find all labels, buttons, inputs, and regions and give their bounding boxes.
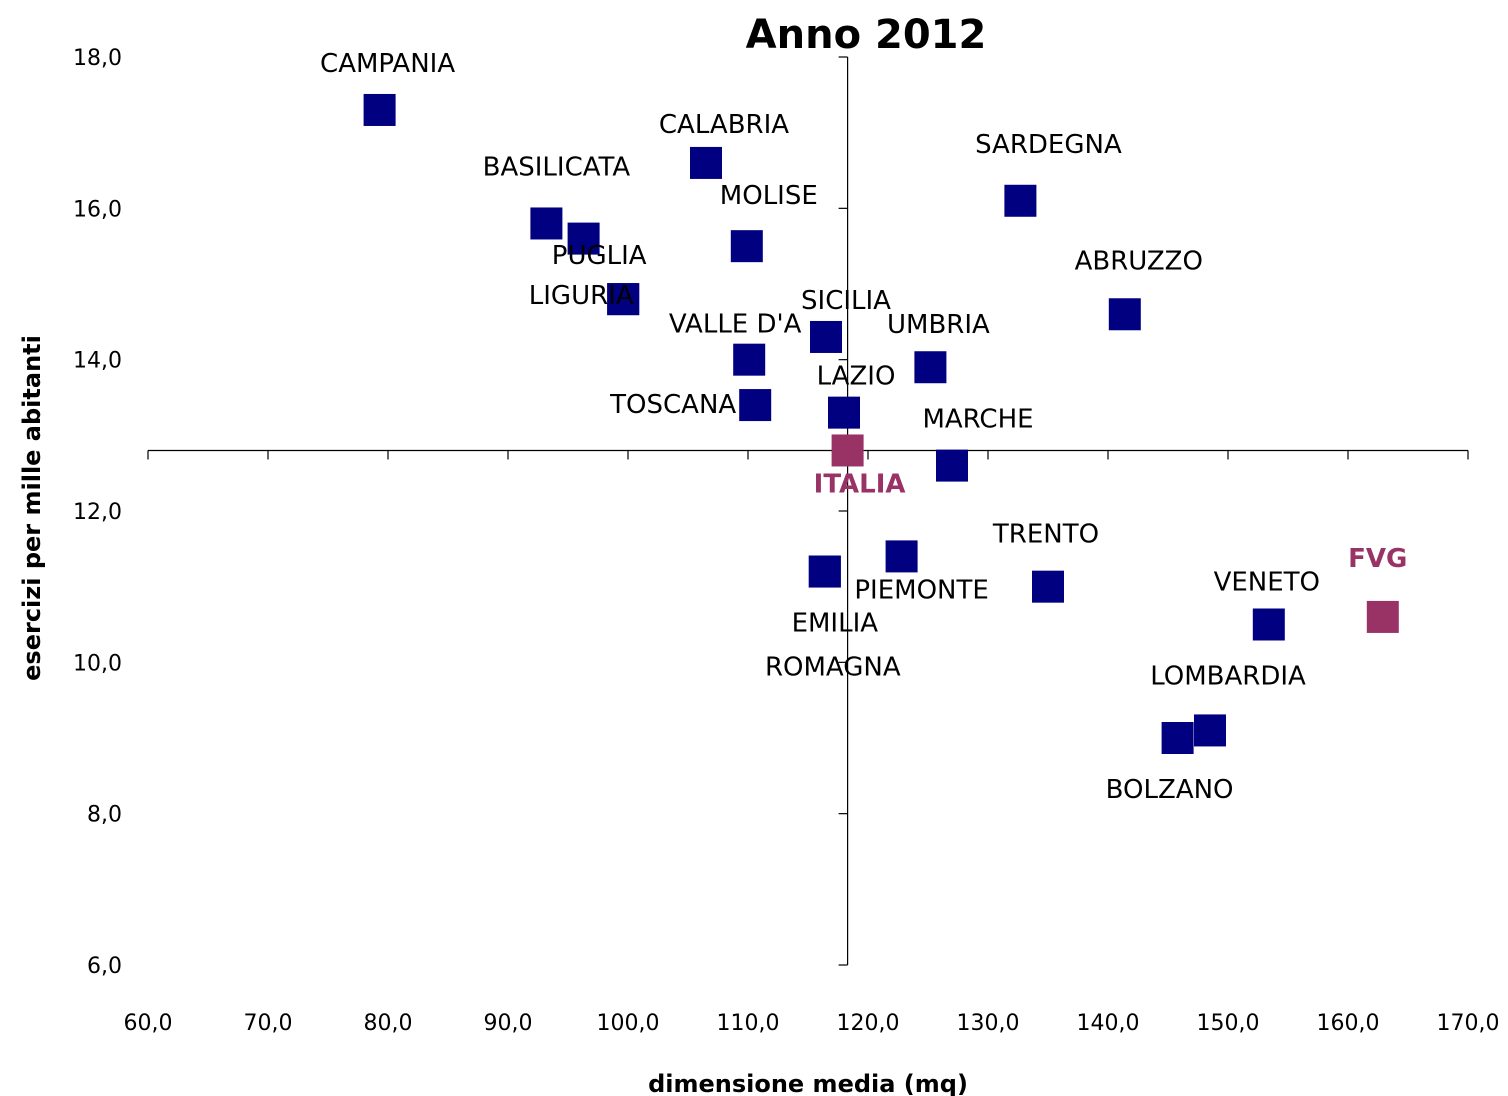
x-tick-label: 80,0 bbox=[364, 1011, 413, 1036]
axes: 60,0 70,0 80,0 90,0 100,0 110,0 120,0 130,0 140,… bbox=[73, 46, 1499, 1036]
x-tick-label: 140,0 bbox=[1077, 1011, 1140, 1036]
x-tick-label: 160,0 bbox=[1317, 1011, 1380, 1036]
x-tick-label: 60,0 bbox=[124, 1011, 173, 1036]
data-point bbox=[936, 449, 968, 482]
point-labels: CAMPANIA CALABRIA BASILICATA MOLISE PUGLIA LI… bbox=[320, 49, 1407, 805]
point-label: ROMAGNA bbox=[765, 653, 901, 683]
data-point bbox=[831, 434, 864, 467]
point-label: SICILIA bbox=[801, 286, 891, 316]
point-label: TRENTO bbox=[992, 520, 1099, 550]
data-point bbox=[363, 93, 396, 126]
data-point bbox=[730, 230, 763, 263]
data-point bbox=[885, 540, 918, 573]
data-point bbox=[530, 207, 563, 240]
data-points bbox=[363, 93, 1399, 754]
y-tick-label: 10,0 bbox=[73, 651, 122, 676]
data-point bbox=[1004, 184, 1037, 217]
point-label: TOSCANA bbox=[609, 390, 736, 420]
point-label: FVG bbox=[1348, 544, 1407, 574]
point-label: LIGURIA bbox=[529, 281, 634, 311]
data-point bbox=[607, 283, 640, 316]
point-label: MARCHE bbox=[922, 405, 1033, 435]
y-axis-title: esercizi per mille abitanti bbox=[18, 335, 46, 681]
point-label: UMBRIA bbox=[887, 310, 990, 340]
x-tick-label: 100,0 bbox=[597, 1011, 660, 1036]
x-axis-title: dimensione media (mq) bbox=[648, 1070, 968, 1096]
point-label: BOLZANO bbox=[1106, 775, 1234, 805]
x-tick-label: 110,0 bbox=[717, 1011, 780, 1036]
data-point bbox=[808, 555, 841, 588]
y-tick-label: 14,0 bbox=[73, 349, 122, 374]
point-label: LOMBARDIA bbox=[1150, 661, 1306, 691]
data-point bbox=[690, 146, 722, 179]
point-label: SARDEGNA bbox=[975, 130, 1122, 160]
point-label: CAMPANIA bbox=[320, 49, 455, 79]
y-tick-label: 12,0 bbox=[73, 500, 122, 525]
data-point bbox=[1366, 600, 1399, 633]
x-tick-label: 70,0 bbox=[244, 1011, 293, 1036]
y-tick-label: 16,0 bbox=[73, 197, 122, 222]
x-tick-label: 130,0 bbox=[957, 1011, 1020, 1036]
data-point bbox=[1032, 570, 1064, 603]
data-point bbox=[1108, 298, 1141, 331]
point-label: VALLE D'A bbox=[669, 310, 802, 340]
chart-title: Anno 2012 bbox=[746, 12, 987, 58]
x-tick-label: 150,0 bbox=[1197, 1011, 1260, 1036]
x-tick-label: 120,0 bbox=[837, 1011, 900, 1036]
point-label: PUGLIA bbox=[552, 241, 647, 271]
point-label: CALABRIA bbox=[659, 110, 789, 140]
y-tick-label: 8,0 bbox=[87, 803, 122, 828]
point-label: PIEMONTE bbox=[854, 575, 988, 605]
data-point bbox=[567, 222, 600, 255]
point-label: LAZIO bbox=[817, 362, 896, 392]
data-point bbox=[914, 351, 947, 384]
x-tick-label: 90,0 bbox=[484, 1011, 533, 1036]
data-point bbox=[733, 343, 766, 376]
y-tick-label: 6,0 bbox=[87, 954, 122, 979]
point-label: MOLISE bbox=[720, 181, 818, 211]
data-point bbox=[1194, 714, 1226, 747]
point-label: EMILIA bbox=[792, 609, 879, 639]
data-point bbox=[828, 396, 860, 429]
data-point bbox=[1252, 608, 1285, 641]
data-point bbox=[810, 320, 842, 353]
point-label: BASILICATA bbox=[483, 152, 631, 182]
point-label: ABRUZZO bbox=[1075, 246, 1203, 276]
y-tick-label: 18,0 bbox=[73, 46, 122, 71]
point-label: ITALIA bbox=[814, 469, 906, 499]
data-point bbox=[739, 389, 772, 422]
data-point bbox=[1161, 722, 1194, 754]
point-label: VENETO bbox=[1214, 568, 1320, 598]
x-tick-label: 170,0 bbox=[1437, 1011, 1500, 1036]
